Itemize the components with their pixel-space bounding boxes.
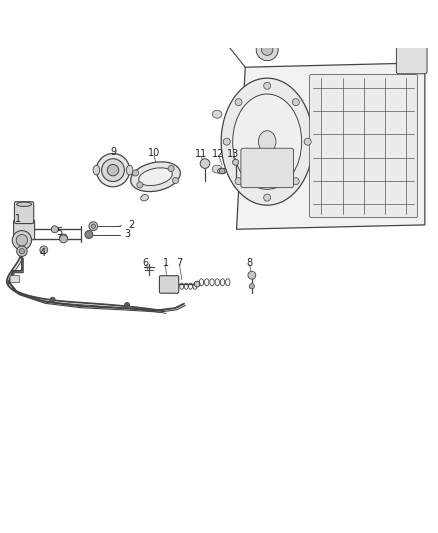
Circle shape	[233, 159, 239, 165]
Text: 9: 9	[110, 147, 116, 157]
Circle shape	[40, 246, 48, 254]
Circle shape	[60, 235, 67, 243]
Circle shape	[249, 284, 254, 289]
Text: 7: 7	[177, 258, 183, 268]
Ellipse shape	[131, 162, 180, 191]
Circle shape	[223, 138, 230, 145]
Text: 8: 8	[247, 258, 253, 268]
Circle shape	[96, 154, 130, 187]
Circle shape	[60, 234, 67, 242]
Text: 4: 4	[40, 248, 46, 259]
Circle shape	[62, 236, 65, 240]
Text: 3: 3	[124, 229, 130, 239]
Circle shape	[89, 222, 98, 231]
Text: 13: 13	[227, 149, 239, 159]
Circle shape	[132, 170, 138, 176]
Circle shape	[19, 248, 25, 254]
Ellipse shape	[194, 281, 200, 287]
Ellipse shape	[233, 94, 302, 189]
Text: 12: 12	[212, 149, 224, 159]
Circle shape	[107, 165, 119, 176]
FancyBboxPatch shape	[241, 148, 293, 188]
Circle shape	[12, 231, 32, 250]
Circle shape	[17, 246, 27, 256]
Circle shape	[102, 159, 124, 182]
Ellipse shape	[221, 78, 313, 205]
Circle shape	[292, 99, 299, 106]
Polygon shape	[237, 63, 425, 229]
Circle shape	[292, 177, 299, 185]
Ellipse shape	[212, 165, 222, 173]
Text: 1: 1	[162, 258, 169, 268]
Ellipse shape	[258, 131, 276, 152]
Text: 5: 5	[56, 228, 62, 237]
Text: 10: 10	[148, 149, 160, 158]
Ellipse shape	[141, 195, 148, 201]
Ellipse shape	[139, 168, 172, 185]
Circle shape	[264, 82, 271, 90]
FancyBboxPatch shape	[14, 201, 34, 223]
Ellipse shape	[17, 202, 32, 206]
FancyBboxPatch shape	[10, 276, 20, 282]
Circle shape	[261, 44, 273, 55]
Circle shape	[256, 39, 278, 61]
Circle shape	[264, 194, 271, 201]
Circle shape	[91, 224, 95, 229]
Ellipse shape	[312, 165, 322, 173]
Circle shape	[16, 235, 28, 246]
Ellipse shape	[93, 165, 99, 175]
Circle shape	[219, 168, 225, 174]
Circle shape	[173, 177, 179, 183]
Circle shape	[235, 99, 242, 106]
FancyBboxPatch shape	[396, 43, 427, 74]
Ellipse shape	[415, 23, 422, 32]
Circle shape	[200, 159, 210, 168]
Text: 6: 6	[142, 258, 148, 268]
Ellipse shape	[212, 110, 222, 118]
Circle shape	[50, 297, 55, 302]
Circle shape	[304, 138, 311, 145]
Circle shape	[85, 231, 93, 238]
Circle shape	[124, 302, 130, 308]
Text: 1: 1	[15, 214, 21, 224]
Circle shape	[51, 226, 58, 233]
FancyBboxPatch shape	[14, 220, 35, 240]
Text: 11: 11	[194, 149, 207, 159]
Text: 2: 2	[128, 220, 134, 230]
Circle shape	[235, 177, 242, 185]
Circle shape	[248, 271, 256, 279]
Circle shape	[137, 182, 143, 188]
Ellipse shape	[218, 168, 226, 174]
FancyBboxPatch shape	[310, 75, 417, 217]
Ellipse shape	[126, 165, 133, 175]
FancyBboxPatch shape	[159, 276, 179, 293]
Circle shape	[168, 165, 174, 172]
Ellipse shape	[312, 110, 322, 118]
